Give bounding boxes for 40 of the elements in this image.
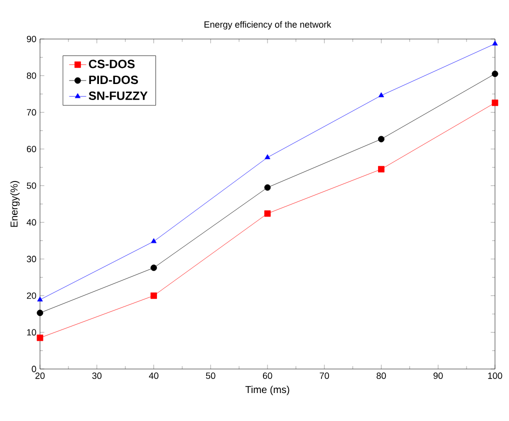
x-tick-label: 30: [92, 372, 102, 379]
x-tick-label: 90: [434, 372, 443, 379]
point: [264, 154, 270, 160]
point: [150, 264, 157, 272]
point: [378, 166, 384, 172]
y-tick-label: 0: [32, 366, 36, 372]
legend-label: PID-DOS: [89, 76, 138, 84]
point: [150, 292, 157, 299]
y-tick-label: 50: [26, 182, 36, 189]
point: [492, 100, 498, 106]
x-tick-label: 40: [148, 372, 158, 379]
x-tick-label: 100: [488, 372, 502, 379]
point: [378, 92, 384, 98]
chart-title: Energy efficiency of the network: [204, 21, 332, 30]
y-axis-title: Energy(%): [10, 181, 20, 227]
point: [264, 210, 271, 217]
x-tick-label: 20: [35, 372, 45, 379]
x-tick-label: 70: [320, 372, 330, 379]
x-tick-label: 80: [376, 372, 386, 379]
point: [36, 310, 44, 316]
y-tick-label: 20: [26, 292, 36, 299]
x-axis-title: Time (ms): [245, 386, 290, 396]
point: [378, 136, 384, 142]
y-tick-label: 10: [27, 329, 36, 336]
y-tick-label: 90: [26, 36, 36, 42]
point: [264, 184, 271, 191]
y-tick-label: 80: [26, 72, 36, 79]
y-tick-label: 40: [26, 219, 36, 226]
legend-label: SN-FUZZY: [88, 91, 148, 100]
y-tick-label: 70: [26, 109, 36, 116]
point: [492, 70, 498, 78]
point: [150, 238, 157, 244]
x-tick-label: 50: [206, 372, 216, 379]
point: [36, 334, 44, 342]
legend-label: CS-DOS: [88, 60, 135, 68]
y-tick-label: 60: [26, 146, 36, 152]
x-tick-label: 60: [262, 372, 272, 379]
y-tick-label: 30: [26, 256, 36, 262]
point: [37, 296, 43, 302]
point: [492, 40, 498, 46]
